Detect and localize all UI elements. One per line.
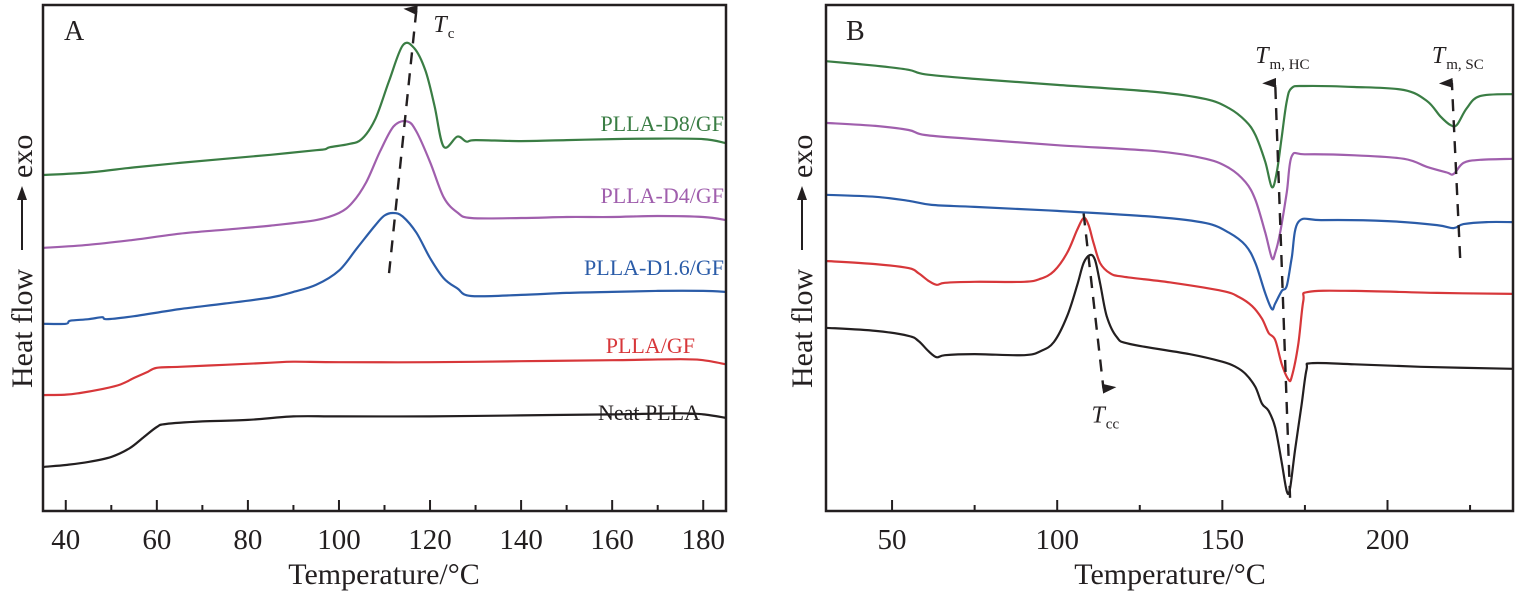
panel-a-x-tick-label: 120 bbox=[408, 524, 452, 556]
panel-a-annotation-arrow-c bbox=[387, 5, 418, 274]
panel-b-x-axis-title: Temperature/°C bbox=[1074, 558, 1265, 591]
panel-b-annotation-arrow-m-hc bbox=[1262, 77, 1292, 498]
panel-b-curve-neat-plla bbox=[825, 253, 1514, 496]
panel-b-annotation-label-m-sc: Tm, SC bbox=[1432, 43, 1484, 73]
panel-a-x-tick-label: 160 bbox=[590, 524, 634, 556]
panel-b-curve-plla-d4-gf bbox=[825, 121, 1514, 261]
panel-a-curves bbox=[42, 41, 727, 469]
panel-b-curve-plla-gf bbox=[825, 216, 1514, 383]
panel-b-annotation-arrow-m-sc bbox=[1438, 77, 1462, 259]
panel-a-x-axis-title: Temperature/°C bbox=[288, 558, 479, 591]
panel-a-curve-labels: PLLA-D8/GF PLLA-D4/GF PLLA-D1.6/GF PLLA/GF N… bbox=[584, 111, 724, 425]
panel-b-x-tick-label: 150 bbox=[1201, 524, 1245, 556]
panel-b-annotation-label-m-hc: Tm, HC bbox=[1255, 43, 1309, 73]
panel-a-x-ticks: 40 60 80 100 120 140 160 180 bbox=[51, 500, 725, 556]
y-axis-direction-text: exo bbox=[786, 135, 819, 178]
panel-a-label-neat-plla: Neat PLLA bbox=[598, 400, 700, 425]
panel-a-letter: A bbox=[64, 16, 85, 47]
panel-a-curve-plla-d1-6-gf bbox=[42, 211, 727, 326]
panel-a-x-tick-label: 180 bbox=[681, 524, 725, 556]
panel-b-plot-frame bbox=[824, 3, 1515, 513]
panel-a-x-tick-label: 60 bbox=[142, 524, 171, 556]
panel-b-x-tick-label: 200 bbox=[1366, 524, 1410, 556]
panel-a-curve-plla-d8-gf bbox=[42, 41, 727, 177]
panel-a-y-axis-title: Heat flow exo bbox=[6, 135, 39, 388]
panel-a-label-plla-d8-gf: PLLA-D8/GF bbox=[601, 111, 724, 136]
panel-a-x-tick-label: 80 bbox=[233, 524, 262, 556]
panel-a-curve-neat-plla bbox=[42, 412, 727, 469]
panel-b-curve-plla-d1-6-gf bbox=[825, 193, 1514, 311]
panel-a-label-plla-gf: PLLA/GF bbox=[606, 333, 695, 358]
panel-a-annotation-label-c: Tc bbox=[433, 12, 454, 42]
arrow-head bbox=[17, 186, 27, 200]
panel-b-x-tick-label: 100 bbox=[1035, 524, 1079, 556]
panel-a-curve-plla-d4-gf bbox=[42, 119, 727, 249]
panel-a-x-tick-label: 40 bbox=[51, 524, 80, 556]
panel-b-x-ticks: 50 100 150 200 bbox=[878, 500, 1472, 556]
panel-a-x-tick-label: 100 bbox=[317, 524, 361, 556]
panel-a: Tc 40 60 80 100 120 140 160 180 A Temperature/°… bbox=[6, 3, 728, 591]
panel-b-annotation-label-cc: Tcc bbox=[1091, 403, 1119, 433]
y-axis-title-text: Heat flow bbox=[786, 269, 819, 388]
panel-b-y-axis-title: Heat flow exo bbox=[786, 135, 819, 388]
panel-b-annotations: Tcc Tm, HC Tm, SC bbox=[1082, 43, 1484, 498]
panel-b-annotation-arrow-cc bbox=[1082, 213, 1117, 394]
y-axis-title-text: Heat flow bbox=[6, 269, 39, 388]
panel-b-letter: B bbox=[846, 16, 865, 47]
panel-b-curve-plla-d8-gf bbox=[825, 60, 1514, 189]
arrow-head bbox=[797, 186, 807, 200]
panel-a-x-tick-label: 140 bbox=[499, 524, 543, 556]
y-axis-direction-text: exo bbox=[6, 135, 39, 178]
panel-a-curve-plla-gf bbox=[42, 358, 727, 397]
panel-a-label-plla-d4-gf: PLLA-D4/GF bbox=[601, 183, 724, 208]
panel-b-x-tick-label: 50 bbox=[878, 524, 907, 556]
panel-b-curves bbox=[825, 60, 1514, 496]
panel-a-label-plla-d1-6-gf: PLLA-D1.6/GF bbox=[584, 255, 724, 280]
panel-b: Tcc Tm, HC Tm, SC 50 100 150 200 B Temperatur… bbox=[786, 3, 1515, 591]
